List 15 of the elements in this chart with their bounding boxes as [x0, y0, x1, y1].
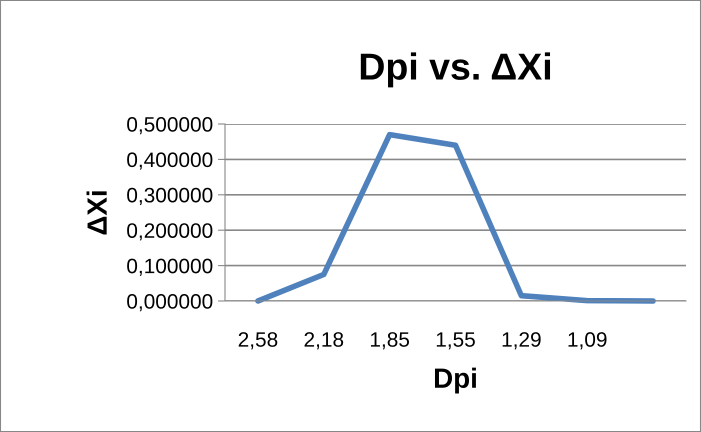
x-tick-label: 2,58: [238, 332, 278, 350]
x-tick-label: 1,55: [436, 332, 475, 350]
y-tick-label: 0,000000: [127, 294, 212, 312]
x-tick-label: 1,29: [502, 332, 541, 350]
x-axis-title: Dpi: [434, 368, 476, 394]
y-tick-label: 0,200000: [127, 223, 212, 240]
x-tick-label: 2,18: [304, 332, 344, 350]
x-tick-label: 1,85: [370, 332, 410, 350]
chart-title: Dpi vs. ΔXi: [360, 52, 550, 88]
y-axis-title: ΔXi: [86, 191, 107, 234]
y-tick-label: 0,100000: [127, 258, 212, 276]
y-tick-label: 0,400000: [127, 152, 212, 170]
x-tick-label: 1,09: [568, 332, 607, 350]
y-tick-label: 0,500000: [127, 117, 212, 134]
y-tick-label: 0,300000: [127, 188, 212, 206]
